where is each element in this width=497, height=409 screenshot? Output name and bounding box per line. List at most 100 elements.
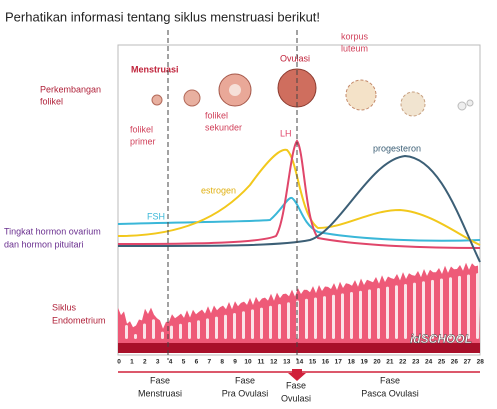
label: Tingkat hormon ovarium — [4, 226, 101, 236]
day-label: 8 — [220, 359, 224, 366]
fsh-curve — [117, 196, 481, 242]
day-label: 3 — [156, 359, 160, 366]
day-label: 25 — [438, 359, 446, 366]
gland — [404, 283, 407, 339]
hormone-label: progesteron — [373, 143, 421, 153]
frame — [117, 44, 481, 356]
gland — [197, 320, 200, 339]
gland — [323, 296, 326, 339]
gland — [341, 293, 344, 339]
progesterone-curve — [117, 154, 481, 263]
gland — [278, 304, 281, 339]
gland — [143, 323, 146, 339]
hormone-label: LH — [280, 128, 292, 138]
day-label: 16 — [322, 359, 330, 366]
gland — [476, 273, 479, 339]
day-label: 14 — [296, 359, 304, 366]
gland — [134, 333, 137, 339]
gland — [188, 322, 191, 339]
day-label: 7 — [207, 359, 211, 366]
day-label: 27 — [464, 359, 472, 366]
day-label: 2 — [143, 359, 147, 366]
day-axis: 0 1 2 3 4 5 6 7 8 9 10 11 12 13 14 15 16 17 18 19 20 21 22 23 24… — [117, 359, 484, 366]
day-label: 1 — [130, 359, 134, 366]
estrogen-curve — [117, 148, 481, 246]
day-label: 21 — [386, 359, 394, 366]
day-label: 18 — [348, 359, 356, 366]
stage-label: folikel — [130, 124, 153, 134]
gland — [170, 325, 173, 339]
gland — [224, 314, 227, 339]
gland — [269, 305, 272, 339]
day-label: 10 — [244, 359, 252, 366]
gland — [377, 288, 380, 339]
label: dan hormon pituitari — [4, 239, 84, 249]
gland — [305, 298, 308, 339]
stage-label: Ovulasi — [280, 53, 310, 63]
phase-label: Fase — [150, 375, 170, 385]
hormone-label: FSH — [147, 211, 165, 221]
gland — [467, 274, 470, 339]
label: Endometrium — [52, 315, 106, 325]
day-label: 15 — [309, 359, 317, 366]
day-label: 12 — [270, 359, 278, 366]
gland — [179, 323, 182, 339]
day-label: 4 — [169, 359, 173, 366]
endometrium — [118, 262, 480, 345]
phases: Fase Menstruasi Fase Pra Ovulasi Fase Ovulasi… — [138, 375, 419, 403]
label: Siklus — [52, 302, 77, 312]
ovulation-arrow — [288, 369, 306, 381]
stage-label: Menstruasi — [131, 64, 179, 74]
gland — [386, 286, 389, 339]
day-label: 22 — [399, 359, 407, 366]
title: Perhatikan informasi tentang siklus mens… — [5, 9, 320, 24]
gland — [350, 292, 353, 339]
stage-label: sekunder — [205, 122, 242, 132]
gland — [449, 277, 452, 339]
gland — [422, 281, 425, 339]
label: Perkembangan — [40, 84, 101, 94]
gland — [359, 290, 362, 339]
watermark: idSCHOOL — [410, 332, 472, 346]
gland — [458, 275, 461, 339]
gland — [413, 282, 416, 339]
gland — [242, 311, 245, 339]
day-label: 13 — [283, 359, 291, 366]
stage-label: folikel — [205, 110, 228, 120]
gland — [233, 313, 236, 339]
phase-label: Menstruasi — [138, 388, 182, 398]
phase-label: Ovulasi — [281, 393, 311, 403]
hormone-label: estrogen — [201, 185, 236, 195]
stage-label: primer — [130, 136, 156, 146]
gland — [260, 307, 263, 339]
gland — [161, 331, 164, 339]
day-label: 0 — [117, 359, 121, 366]
day-label: 23 — [412, 359, 420, 366]
day-label: 24 — [425, 359, 433, 366]
phase-label: Fase — [235, 375, 255, 385]
day-label: 5 — [182, 359, 186, 366]
gland — [125, 324, 128, 339]
stage-label: korpus — [341, 31, 369, 41]
phase-label: Fase — [286, 380, 306, 390]
phase-label: Fase — [380, 375, 400, 385]
lh-curve — [117, 139, 481, 249]
day-label: 20 — [373, 359, 381, 366]
gland — [431, 279, 434, 339]
endometrium-base — [118, 343, 480, 353]
phase-label: Pra Ovulasi — [222, 388, 269, 398]
day-label: 9 — [233, 359, 237, 366]
day-label: 6 — [195, 359, 199, 366]
gland — [215, 316, 218, 339]
gland — [152, 319, 155, 339]
gland — [332, 294, 335, 339]
gland — [206, 318, 209, 339]
day-label: 11 — [257, 359, 264, 366]
day-label: 28 — [477, 359, 485, 366]
stage-label: luteum — [341, 43, 368, 53]
day-label: 19 — [360, 359, 368, 366]
gland — [395, 285, 398, 339]
follicles — [151, 68, 474, 117]
gland — [287, 302, 290, 339]
